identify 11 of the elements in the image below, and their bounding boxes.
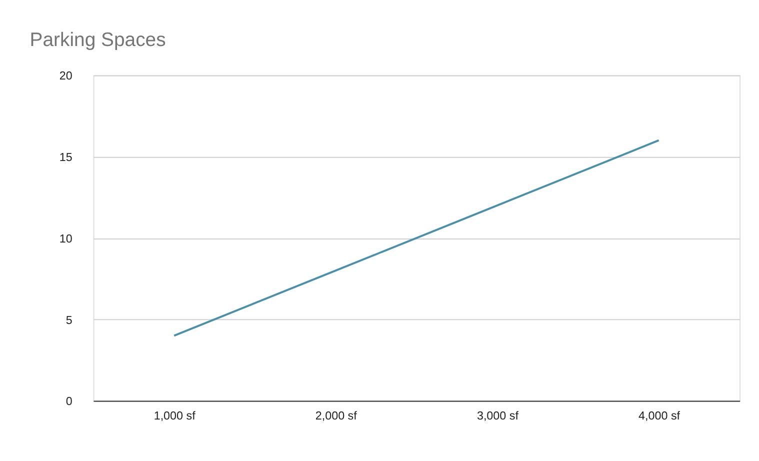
x-tick-label: 4,000 sf — [638, 410, 681, 423]
x-tick-label: 1,000 sf — [154, 410, 196, 423]
x-tick-label: 3,000 sf — [476, 410, 520, 423]
x-tick-label: 2,000 sf — [315, 410, 358, 423]
y-tick-label: 15 — [59, 150, 72, 164]
y-tick-label: 20 — [59, 70, 73, 83]
line-series — [173, 139, 660, 337]
y-tick-label: 0 — [66, 395, 73, 408]
y-tick-label: 10 — [59, 232, 73, 246]
y-tick-label: 5 — [66, 314, 72, 327]
chart-title: Parking Spaces — [30, 29, 166, 52]
